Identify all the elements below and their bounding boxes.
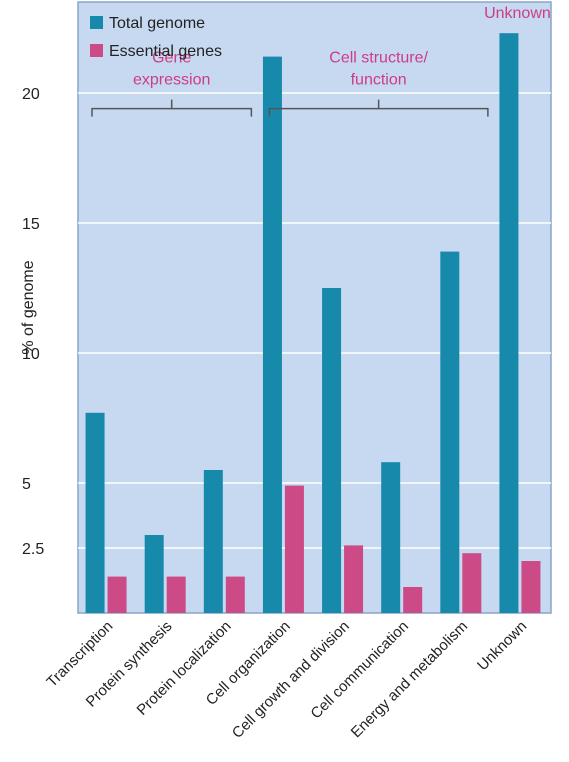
group-annotation-label: expression	[133, 72, 210, 89]
total-genome-bar	[262, 56, 282, 614]
total-genome-bar	[381, 462, 401, 613]
total-genome-bar	[203, 470, 223, 613]
total-genome-bar	[85, 412, 105, 613]
total-genome-bar	[440, 251, 460, 613]
unknown-annotation-label: Unknown	[484, 5, 551, 22]
total-genome-bar	[322, 288, 342, 613]
essential-genes-bar	[107, 576, 127, 613]
y-tick-label: 15	[22, 216, 40, 233]
y-tick-label: 10	[22, 346, 40, 363]
essential-genes-bar	[521, 561, 541, 613]
y-tick-label: 20	[22, 86, 40, 103]
x-category-label: Energy and metabolism	[348, 618, 471, 741]
y-tick-label: 2.5	[22, 541, 44, 558]
plot-area	[77, 1, 552, 614]
group-annotations: Gene expression Cell structure/function Unk…	[91, 5, 551, 117]
group-bracket	[91, 99, 253, 117]
bars	[85, 33, 541, 614]
y-tick-label: 5	[22, 476, 31, 493]
essential-genes-bar	[166, 576, 186, 613]
group-annotation-label: Gene	[152, 50, 191, 67]
legend-label: Total genome	[109, 15, 205, 32]
x-category-label: Unknown	[474, 618, 530, 674]
group-bracket	[268, 99, 489, 117]
essential-genes-bar	[344, 545, 364, 613]
essential-genes-bar	[462, 553, 482, 613]
group-annotation-label: function	[351, 72, 407, 89]
group-annotation-label: Cell structure/	[329, 50, 428, 67]
legend-swatch	[90, 44, 103, 57]
x-category-label: Cell growth and division	[229, 618, 353, 742]
x-category-label: Cell communication	[307, 618, 412, 723]
y-axis-title: % of genome	[20, 260, 37, 354]
essential-genes-bar	[403, 587, 423, 613]
y-axis-ticks: 2.5 5 10 15 20	[22, 86, 44, 558]
total-genome-bar	[499, 33, 519, 613]
essential-genes-bar	[284, 485, 304, 613]
legend-label: Essential genes	[109, 43, 222, 60]
total-genome-bar	[144, 535, 164, 613]
legend: Total genome Essential genes	[90, 15, 222, 60]
legend-swatch	[90, 16, 103, 29]
essential-genes-bar	[225, 576, 245, 613]
